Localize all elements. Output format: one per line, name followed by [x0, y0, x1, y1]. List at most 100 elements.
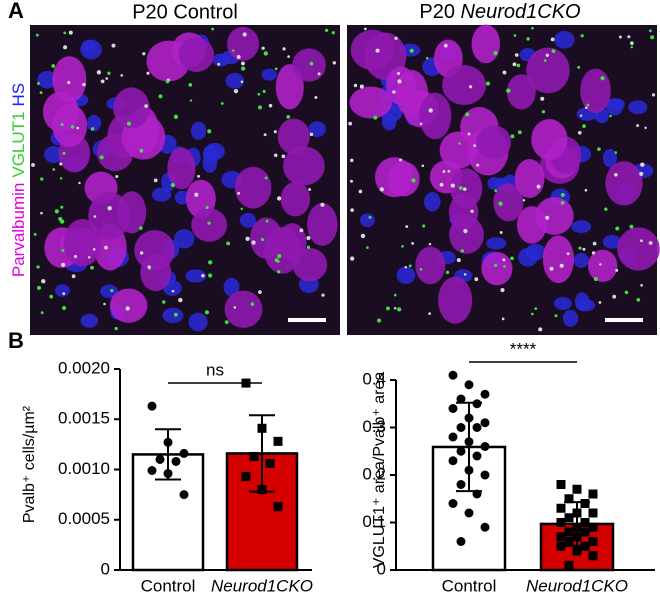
puncta	[36, 265, 40, 269]
puncta	[58, 217, 63, 222]
puncta	[62, 151, 66, 155]
cell	[109, 288, 148, 323]
puncta	[232, 49, 235, 52]
nucleus	[212, 53, 230, 67]
puncta	[197, 174, 201, 178]
puncta	[62, 292, 66, 296]
puncta	[257, 105, 263, 110]
puncta	[450, 183, 455, 188]
puncta	[350, 158, 354, 163]
puncta	[582, 124, 586, 129]
puncta	[63, 45, 68, 50]
nucleus	[86, 114, 102, 132]
puncta	[286, 114, 291, 119]
puncta	[550, 37, 555, 42]
puncta	[439, 182, 444, 187]
puncta	[100, 79, 105, 84]
puncta	[245, 236, 250, 241]
data-point	[179, 448, 189, 458]
puncta	[309, 132, 314, 137]
puncta	[465, 112, 470, 117]
puncta	[226, 241, 231, 246]
nucleus	[261, 68, 277, 81]
cell	[280, 181, 311, 217]
data-point	[472, 423, 482, 432]
puncta	[70, 125, 75, 129]
nucleus	[553, 297, 572, 310]
puncta	[73, 254, 78, 259]
cell	[178, 37, 215, 72]
data-point	[456, 446, 466, 456]
puncta	[627, 35, 631, 39]
puncta	[462, 187, 467, 191]
cell	[191, 208, 228, 242]
puncta	[194, 192, 199, 197]
data-point	[448, 456, 458, 466]
puncta	[71, 274, 76, 279]
puncta	[404, 265, 408, 269]
error-bar	[456, 401, 482, 493]
nucleus	[423, 192, 441, 212]
puncta	[530, 312, 534, 316]
cell	[234, 166, 272, 209]
puncta	[173, 114, 179, 119]
puncta	[236, 55, 241, 59]
puncta	[421, 164, 425, 168]
puncta	[224, 320, 229, 324]
puncta	[240, 207, 243, 211]
image-title: P20 Neurod1CKO	[419, 1, 580, 23]
data-point	[556, 503, 566, 513]
cell	[481, 252, 513, 286]
y-tick-label: 0.0005	[58, 509, 110, 528]
puncta	[494, 189, 498, 193]
puncta	[591, 251, 596, 255]
puncta	[618, 35, 622, 39]
nucleus	[225, 72, 245, 89]
puncta	[207, 221, 211, 225]
puncta	[173, 312, 178, 317]
cell	[493, 183, 524, 222]
puncta	[392, 90, 396, 94]
x-tick-label: Neurod1CKO	[526, 576, 628, 595]
significance-label: ns	[206, 360, 224, 379]
puncta	[62, 305, 67, 311]
nucleus	[100, 284, 119, 299]
puncta	[204, 310, 209, 315]
puncta	[241, 66, 246, 71]
puncta	[592, 241, 597, 246]
puncta	[405, 225, 409, 229]
nucleus	[188, 312, 208, 332]
puncta	[59, 162, 63, 166]
nucleus	[554, 30, 575, 49]
data-point	[273, 436, 283, 446]
data-point	[464, 380, 474, 390]
nucleus	[37, 70, 57, 89]
puncta	[500, 288, 505, 293]
puncta	[220, 101, 224, 105]
data-point	[556, 532, 566, 542]
data-point	[448, 404, 458, 413]
cell	[307, 203, 338, 246]
cell	[588, 249, 618, 283]
puncta	[142, 52, 146, 56]
data-point	[564, 513, 574, 523]
y-tick-label: 0	[377, 559, 386, 578]
puncta	[560, 192, 565, 197]
puncta	[536, 184, 541, 189]
puncta	[87, 256, 91, 259]
y-tick-label: 0.3	[362, 417, 386, 436]
puncta	[614, 151, 618, 154]
puncta	[309, 61, 314, 66]
puncta	[261, 46, 265, 50]
puncta	[306, 245, 311, 249]
puncta	[153, 178, 158, 183]
puncta	[510, 256, 514, 261]
puncta	[36, 285, 42, 291]
puncta	[579, 114, 583, 117]
puncta	[463, 273, 467, 276]
cell	[292, 248, 328, 282]
data-point	[456, 537, 466, 546]
cell	[617, 227, 660, 271]
data-point	[456, 394, 466, 404]
